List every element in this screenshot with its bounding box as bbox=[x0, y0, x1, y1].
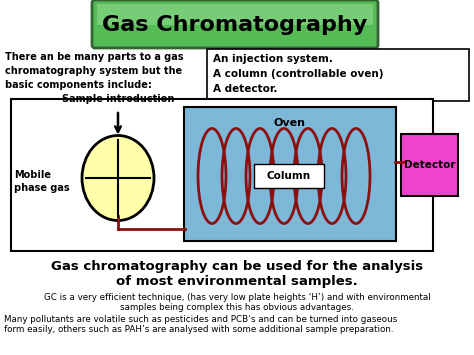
Text: Gas chromatography can be used for the analysis: Gas chromatography can be used for the a… bbox=[51, 260, 423, 273]
FancyBboxPatch shape bbox=[254, 164, 324, 188]
Text: Gas Chromatography: Gas Chromatography bbox=[102, 15, 368, 35]
Text: of most environmental samples.: of most environmental samples. bbox=[116, 275, 358, 288]
Text: samples being complex this has obvious advantages.: samples being complex this has obvious a… bbox=[120, 303, 354, 312]
Text: Sample introduction: Sample introduction bbox=[62, 94, 174, 104]
FancyBboxPatch shape bbox=[11, 99, 433, 251]
FancyBboxPatch shape bbox=[207, 49, 469, 101]
Text: Many pollutants are volatile such as pesticides and PCB’s and can be turned into: Many pollutants are volatile such as pes… bbox=[4, 315, 397, 324]
FancyBboxPatch shape bbox=[92, 0, 378, 48]
Text: form easily, others such as PAH’s are analysed with some additional sample prepa: form easily, others such as PAH’s are an… bbox=[4, 325, 393, 334]
Text: GC is a very efficient technique, (has very low plate heights ‘H’) and with envi: GC is a very efficient technique, (has v… bbox=[44, 293, 430, 302]
Text: Mobile
phase gas: Mobile phase gas bbox=[14, 170, 70, 193]
Text: Detector: Detector bbox=[404, 160, 455, 170]
FancyBboxPatch shape bbox=[184, 107, 396, 241]
Ellipse shape bbox=[82, 136, 154, 220]
FancyBboxPatch shape bbox=[401, 134, 458, 196]
Text: There an be many parts to a gas
chromatography system but the
basic components i: There an be many parts to a gas chromato… bbox=[5, 52, 183, 90]
Text: Column: Column bbox=[267, 171, 311, 181]
Text: Oven: Oven bbox=[274, 118, 306, 128]
Text: An injection system.
A column (controllable oven)
A detector.: An injection system. A column (controlla… bbox=[213, 54, 383, 94]
FancyBboxPatch shape bbox=[97, 4, 373, 25]
